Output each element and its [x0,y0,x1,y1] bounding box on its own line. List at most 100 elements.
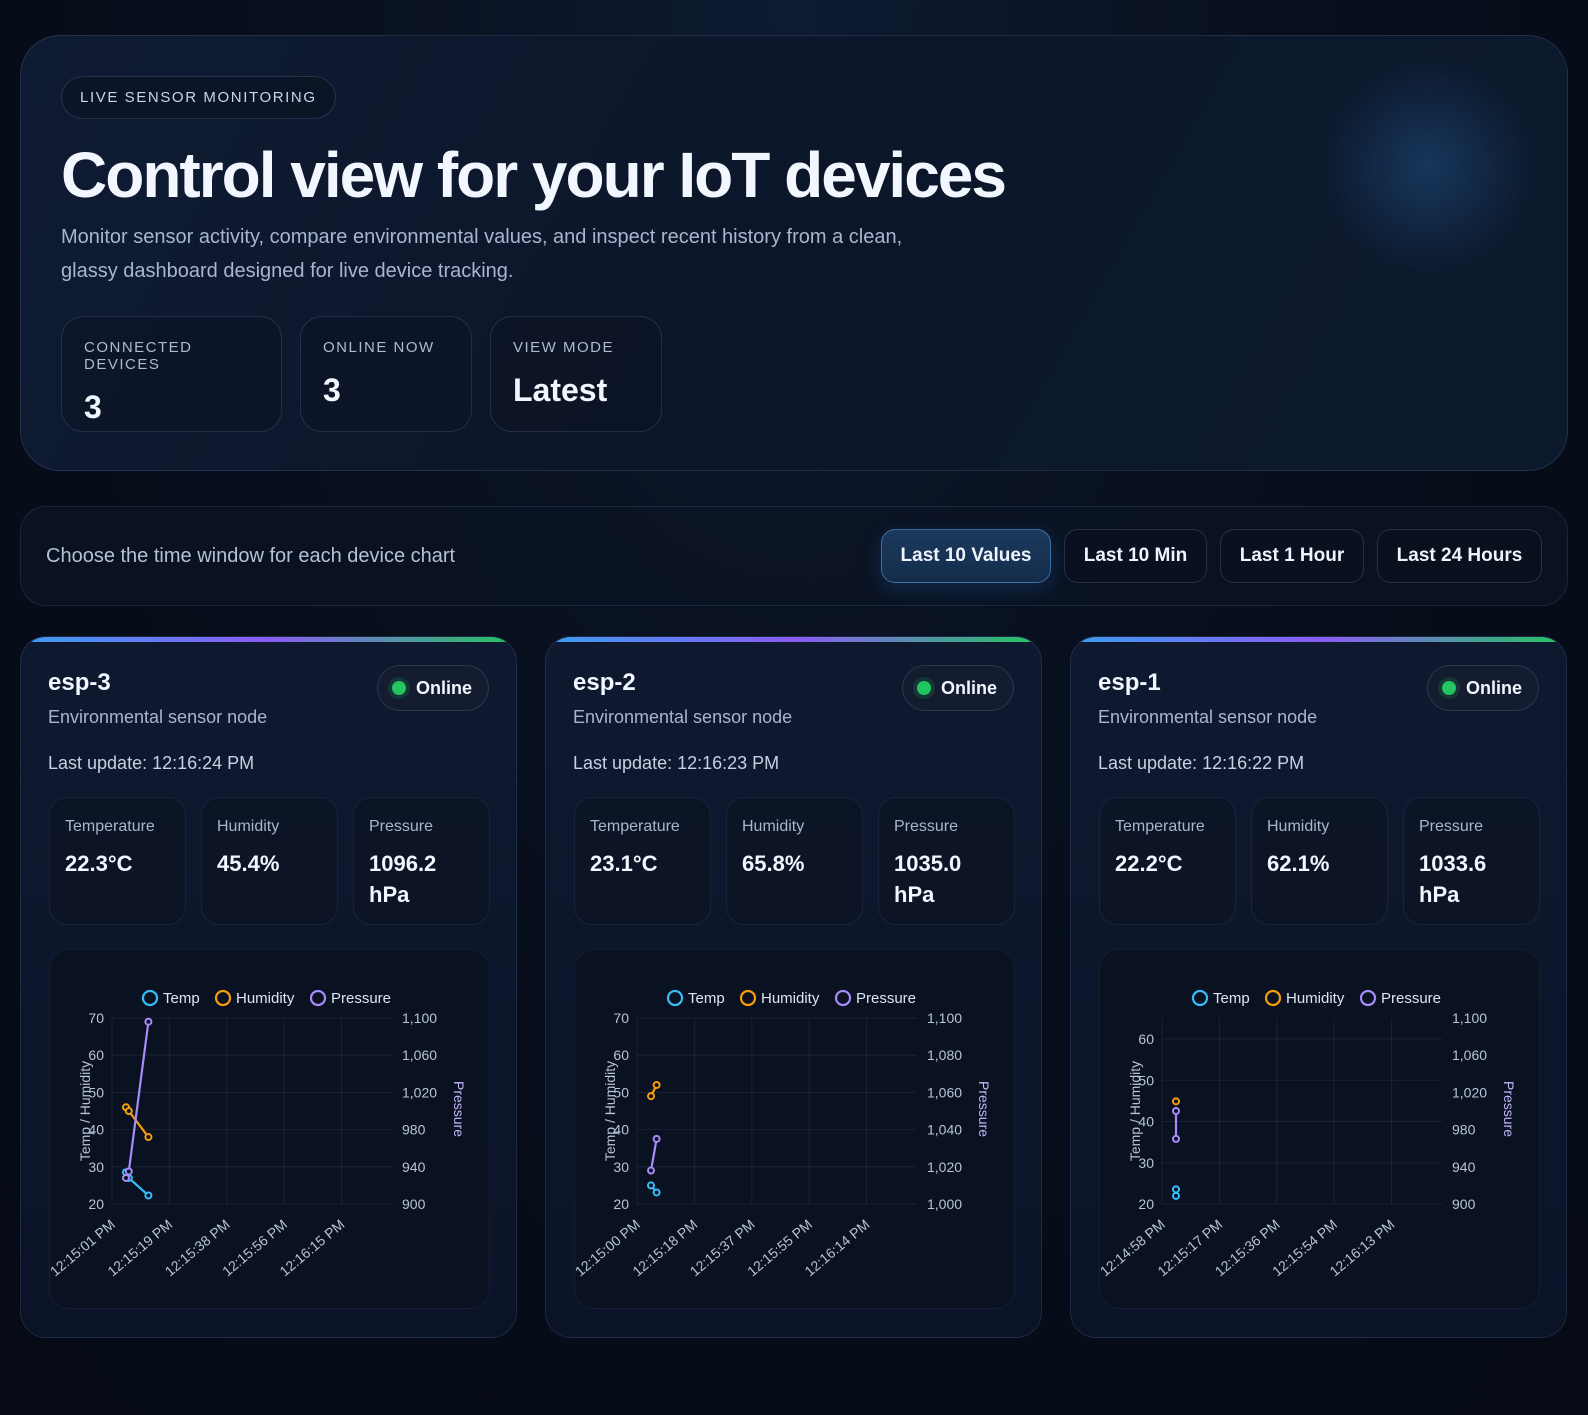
legend-marker [834,989,852,1007]
data-point-pressure [647,1166,655,1175]
data-point-humidity [124,1107,133,1115]
stat-value: 3 [84,389,102,425]
device-chart: Temp Humidity Pressure 70 60 50 40 30 20 1,100 1,0… [574,949,1015,1309]
device-chart: Temp Humidity Pressure 60 50 40 30 20 1,100 1,060… [1099,949,1540,1309]
series-line-pressure [649,1138,658,1171]
legend-marker [1264,989,1282,1007]
metric-humidity: Humidity 45.4% [201,797,338,925]
legend-label: Pressure [1381,990,1441,1007]
y2-tick-label: 1,020 [402,1084,437,1100]
metric-humidity: Humidity 62.1% [1251,797,1388,925]
hero-panel: LIVE SENSOR MONITORING Control view for … [20,35,1568,471]
legend-label: Temp [688,990,725,1007]
device-name: esp-2 [573,669,636,696]
live-monitoring-badge: LIVE SENSOR MONITORING [61,76,336,119]
metric-label: Temperature [1115,818,1205,835]
device-name: esp-3 [48,669,111,696]
y-tick-label: 60 [88,1047,104,1063]
data-point-pressure [1172,1107,1180,1115]
status-text: Online [1465,677,1522,698]
metric-label: Humidity [742,818,805,835]
y-axis-title: Temp / Humidity [602,1061,618,1161]
metric-value: 1035.0 hPa [894,851,962,907]
last-update: Last update: 12:16:24 PM [48,753,255,773]
metric-pressure: Pressure 1096.2 hPa [353,797,490,925]
status-text: Online [415,677,472,698]
metric-label: Temperature [65,818,155,835]
device-subtitle: Environmental sensor node [573,707,793,727]
y-tick-label: 40 [613,1122,629,1138]
legend-marker [666,989,684,1007]
metric-label: Temperature [590,818,680,835]
legend-marker [309,989,327,1007]
y2-axis-title: Pressure [1501,1081,1517,1137]
chart-svg: Temp Humidity Pressure 60 50 40 30 20 1,100 1,060… [1100,989,1517,1279]
y-tick-label: 20 [613,1196,629,1212]
range-button-last-10-min[interactable]: Last 10 Min [1064,529,1207,583]
y-axis-title: Temp / Humidity [77,1061,93,1161]
y-tick-label: 40 [1138,1114,1154,1130]
card-accent-bar [546,637,1041,642]
metric-pressure: Pressure 1035.0 hPa [878,797,1015,925]
device-card: esp-1 Environmental sensor node Online L… [1070,636,1567,1338]
data-point-temp [647,1181,655,1190]
data-point-temp [1172,1185,1180,1194]
y-tick-label: 20 [88,1196,104,1212]
data-point-temp [652,1188,661,1197]
time-window-label: Choose the time window for each device c… [46,545,456,567]
y-tick-label: 60 [1138,1031,1154,1047]
device-name: esp-1 [1098,669,1161,696]
card-accent-bar [21,637,516,642]
range-button-last-1-hour[interactable]: Last 1 Hour [1220,529,1364,583]
data-point-humidity [652,1080,661,1089]
metric-value: 1096.2 hPa [369,851,437,907]
legend-marker [141,989,159,1007]
online-dot-icon [916,681,931,695]
chart-svg: Temp Humidity Pressure 70 60 50 40 30 20 1,100 1,0… [575,989,992,1279]
stat-online-now: ONLINE NOW 3 [300,316,472,432]
device-subtitle: Environmental sensor node [48,707,268,727]
metric-value: 65.8% [742,851,805,876]
legend-marker [739,989,757,1007]
legend-label: Temp [1213,990,1250,1007]
device-chart: Temp Humidity Pressure 70 60 50 40 30 20 1,100 1,0… [49,949,490,1309]
y-tick-label: 70 [88,1010,104,1026]
y2-tick-label: 1,020 [927,1159,962,1175]
metric-value: 62.1% [1267,851,1330,876]
stat-label: ONLINE NOW [323,339,435,356]
y-tick-label: 50 [613,1084,629,1100]
legend-label: Humidity [1286,990,1345,1007]
series-line-pressure [124,1021,150,1179]
y2-tick-label: 980 [1452,1122,1476,1138]
y2-tick-label: 1,100 [927,1010,962,1026]
y-tick-label: 70 [613,1010,629,1026]
data-point-humidity [647,1092,655,1101]
y2-tick-label: 1,100 [1452,1010,1487,1026]
data-point-pressure [144,1017,153,1026]
y2-axis-title: Pressure [976,1081,992,1137]
data-point-pressure [124,1167,133,1176]
y2-tick-label: 900 [402,1196,426,1212]
legend-label: Pressure [331,990,391,1007]
status-badge: Online [901,665,1014,711]
range-button-last-10-values[interactable]: Last 10 Values [881,529,1051,583]
page-title: Control view for your IoT devices [61,139,1007,211]
range-button-last-24-hours[interactable]: Last 24 Hours [1377,529,1542,583]
metric-value: 22.2°C [1115,851,1183,876]
stat-connected-devices: CONNECTED DEVICES 3 [61,316,282,432]
metric-value: 23.1°C [590,851,658,876]
data-point-humidity [1172,1097,1180,1106]
stat-view-mode: VIEW MODE Latest [490,316,662,432]
chart-svg: Temp Humidity Pressure 70 60 50 40 30 20 1,100 1,0… [50,989,467,1279]
device-card: esp-2 Environmental sensor node Online L… [545,636,1042,1338]
y2-tick-label: 1,020 [1452,1084,1487,1100]
y-tick-label: 60 [613,1047,629,1063]
y-tick-label: 40 [88,1122,104,1138]
last-update: Last update: 12:16:22 PM [1098,753,1305,773]
metric-humidity: Humidity 65.8% [726,797,863,925]
y2-axis-title: Pressure [451,1081,467,1137]
y-tick-label: 30 [613,1159,629,1175]
device-subtitle: Environmental sensor node [1098,707,1318,727]
y2-tick-label: 940 [402,1159,426,1175]
y2-tick-label: 980 [402,1122,426,1138]
